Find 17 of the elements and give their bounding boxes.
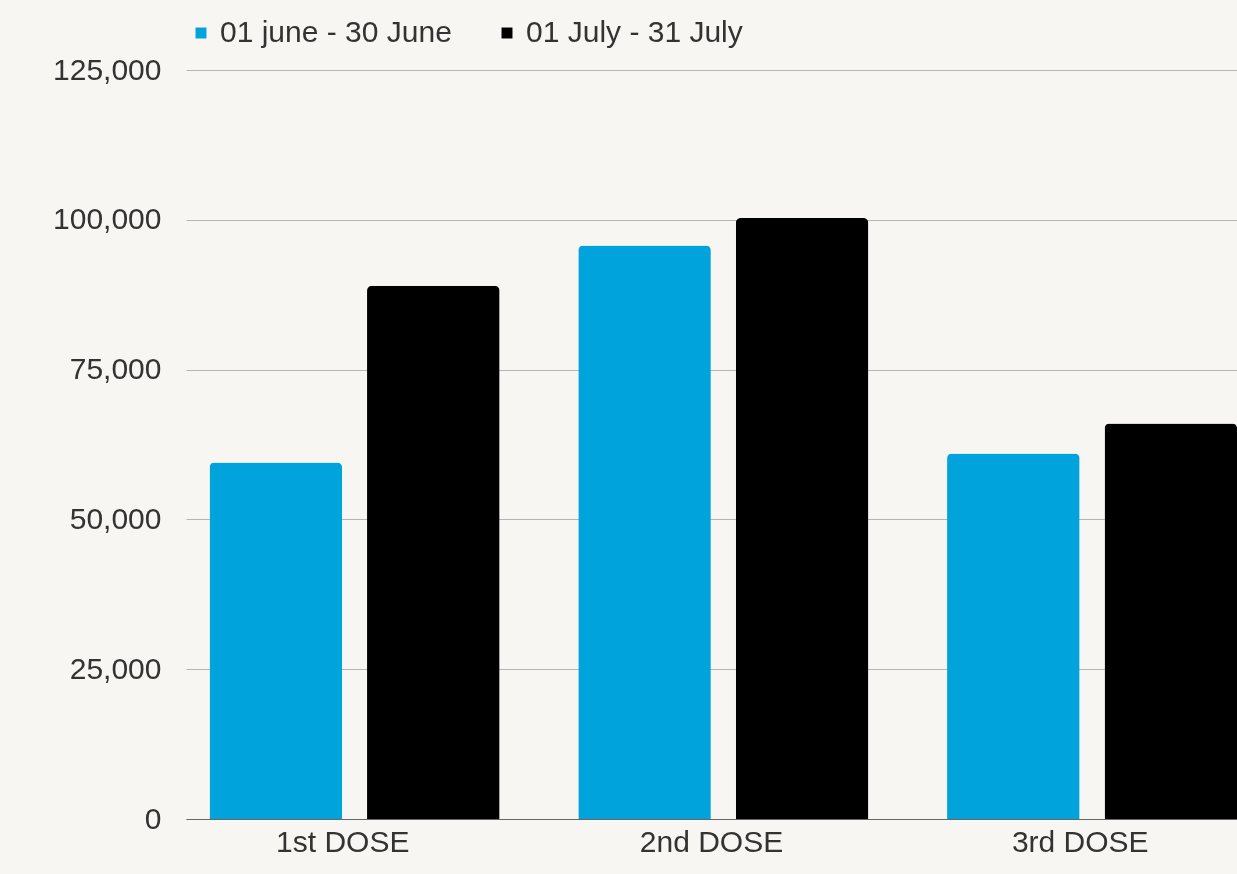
y-tick-label: 100,000 [53,202,162,236]
x-tick-label: 3rd DOSE [1011,824,1149,858]
y-tick-label: 25,000 [69,651,162,685]
y-tick-label: 50,000 [69,501,162,535]
bar [578,245,711,819]
bar [735,218,869,819]
legend-label: 01 june - 30 June [220,15,452,48]
bar [1104,423,1237,819]
x-tick-label: 1st DOSE [276,824,410,858]
legend-label: 01 July - 31 July [526,15,743,48]
x-tick-label: 2nd DOSE [639,824,784,858]
y-tick-label: 75,000 [69,352,162,386]
bar [947,453,1080,819]
bar [367,285,500,819]
bar [209,462,343,819]
y-tick-label: 125,000 [53,52,162,86]
y-tick-label: 0 [144,801,162,835]
